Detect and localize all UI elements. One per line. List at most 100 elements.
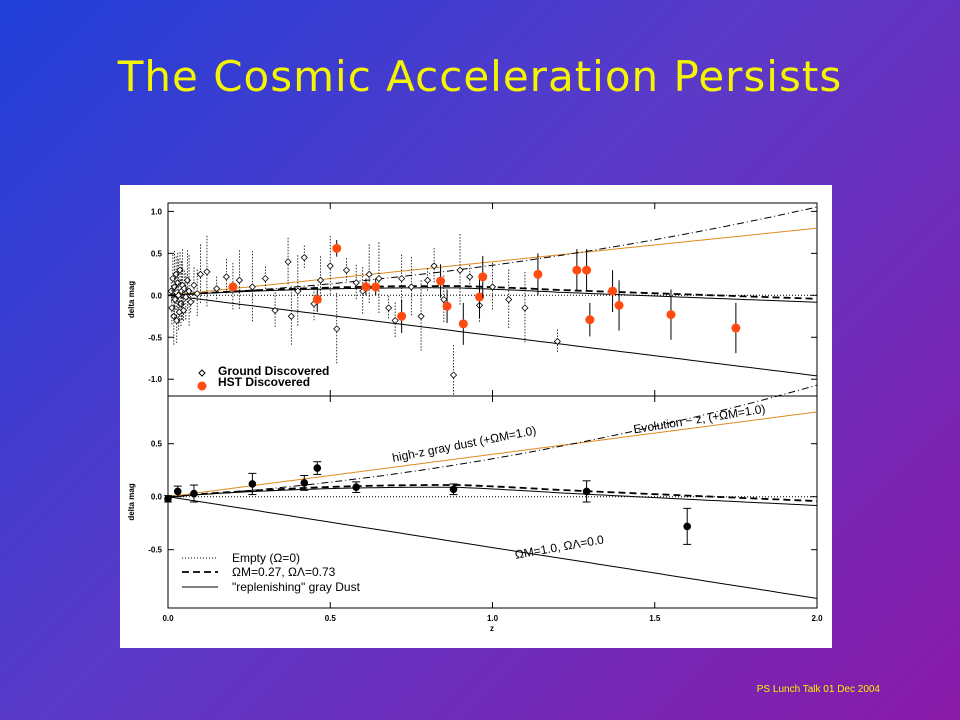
ground-point bbox=[352, 279, 360, 287]
binned-point bbox=[190, 489, 198, 498]
bottom-ytick-label: 0.5 bbox=[151, 440, 163, 449]
top-ytick-label: 1.0 bbox=[151, 207, 163, 216]
binned-point bbox=[173, 487, 182, 496]
ground-point bbox=[235, 276, 243, 284]
ground-point bbox=[169, 274, 177, 283]
ground-point bbox=[316, 276, 325, 284]
ground-point bbox=[180, 285, 188, 293]
ground-point bbox=[174, 291, 182, 299]
ground-point bbox=[196, 270, 205, 278]
ground-point bbox=[170, 283, 179, 291]
top-ytick-label: -0.5 bbox=[148, 333, 162, 342]
binned-point bbox=[300, 479, 309, 487]
ground-point bbox=[430, 262, 438, 270]
bottom-y-axis-label: delta mag bbox=[127, 483, 136, 520]
ground-point bbox=[365, 270, 373, 278]
xtick-label: 0.5 bbox=[325, 614, 337, 623]
ground-point bbox=[521, 304, 529, 312]
ground-point bbox=[190, 281, 198, 289]
ground-point bbox=[375, 274, 383, 283]
hst-point bbox=[397, 311, 407, 321]
top-evolution-curve bbox=[167, 227, 818, 296]
top-y-axis-label: delta mag bbox=[127, 281, 136, 318]
hst-point bbox=[731, 323, 741, 333]
hst-point bbox=[228, 282, 238, 292]
bottom-gray-dust-curve bbox=[167, 486, 818, 506]
ground-point bbox=[385, 304, 393, 312]
legend-label-dashed: ΩM=0.27, ΩΛ=0.73 bbox=[232, 565, 336, 579]
binned-point bbox=[248, 480, 257, 488]
ground-point bbox=[284, 258, 292, 266]
hubble-residual-figure: 1.0 0.5 0.0 -0.5 -1.0 0.5 0.0 -0.5 0.0 0.5 1.0 1.5 2… bbox=[120, 185, 832, 648]
chart-svg: 1.0 0.5 0.0 -0.5 -1.0 0.5 0.0 -0.5 0.0 0.5 1.0 1.5 2… bbox=[127, 202, 823, 633]
legend-hst-label: HST Discovered bbox=[218, 375, 310, 389]
ground-point bbox=[203, 268, 211, 276]
hst-point bbox=[371, 282, 381, 292]
legend-label-dotted: Empty (Ω=0) bbox=[232, 551, 300, 565]
hst-point bbox=[312, 295, 322, 304]
ground-point bbox=[505, 295, 513, 304]
ground-point bbox=[488, 283, 497, 291]
ground-point bbox=[183, 276, 192, 284]
hst-point bbox=[572, 265, 582, 275]
hst-point bbox=[533, 269, 543, 279]
ground-point bbox=[222, 273, 230, 281]
ground-point bbox=[176, 266, 184, 274]
hst-point bbox=[666, 310, 676, 320]
ground-point bbox=[300, 253, 308, 262]
bottom-lcdm-curve bbox=[167, 484, 818, 502]
slide-title: The Cosmic Acceleration Persists bbox=[117, 52, 843, 101]
xtick-label: 2.0 bbox=[811, 614, 823, 623]
ground-point bbox=[440, 295, 448, 304]
bottom-omega-m1-curve bbox=[167, 496, 818, 599]
ground-point bbox=[553, 337, 561, 346]
binned-point bbox=[313, 464, 322, 472]
ground-point bbox=[174, 279, 182, 287]
ground-point bbox=[248, 283, 256, 291]
ground-point bbox=[171, 295, 179, 304]
ground-point bbox=[170, 312, 178, 320]
hst-point bbox=[582, 265, 592, 275]
ground-point bbox=[333, 325, 341, 333]
ground-point bbox=[417, 312, 425, 320]
binned-point bbox=[449, 485, 458, 494]
hst-point bbox=[332, 243, 342, 253]
ground-point bbox=[177, 300, 185, 308]
ground-point bbox=[287, 312, 295, 320]
footer-text: PS Lunch Talk 01 Dec 2004 bbox=[756, 684, 880, 695]
xtick-label: 1.5 bbox=[649, 614, 661, 623]
top-high-z-dust-curve bbox=[167, 206, 818, 296]
binned-point bbox=[164, 495, 172, 503]
annotation-evolution: Evolution ~ z, (+ΩM=1.0) bbox=[632, 402, 766, 437]
ground-point bbox=[466, 273, 474, 281]
binned-point bbox=[683, 522, 691, 531]
legend-ground-label: Ground Discovered bbox=[218, 364, 329, 378]
hst-point bbox=[585, 315, 595, 325]
legend-ground-marker bbox=[198, 369, 206, 377]
ground-point bbox=[261, 274, 269, 283]
top-ytick-label: 0.0 bbox=[151, 291, 163, 300]
ground-point bbox=[294, 287, 302, 295]
ground-point bbox=[424, 276, 432, 284]
ground-point bbox=[391, 316, 399, 325]
hst-point bbox=[458, 319, 468, 329]
ground-point bbox=[167, 287, 175, 295]
ground-point bbox=[187, 298, 195, 306]
ground-point bbox=[213, 285, 221, 293]
binned-point bbox=[582, 487, 591, 496]
ground-point bbox=[449, 371, 458, 379]
hst-point bbox=[436, 276, 446, 286]
ground-point bbox=[172, 270, 180, 278]
xtick-label: 0.0 bbox=[162, 614, 174, 623]
hst-point bbox=[614, 300, 624, 310]
hst-point bbox=[608, 286, 618, 296]
annotation-high-z-dust: high-z gray dust (+ΩM=1.0) bbox=[391, 423, 537, 465]
ground-point bbox=[456, 266, 464, 274]
binned-point bbox=[352, 483, 361, 491]
top-ytick-label: 0.5 bbox=[151, 249, 163, 258]
x-axis-label: z bbox=[490, 624, 494, 633]
hst-point bbox=[442, 301, 452, 311]
ground-point bbox=[326, 262, 334, 270]
bottom-evolution-curve bbox=[167, 411, 818, 498]
bottom-ytick-label: -0.5 bbox=[148, 546, 162, 555]
